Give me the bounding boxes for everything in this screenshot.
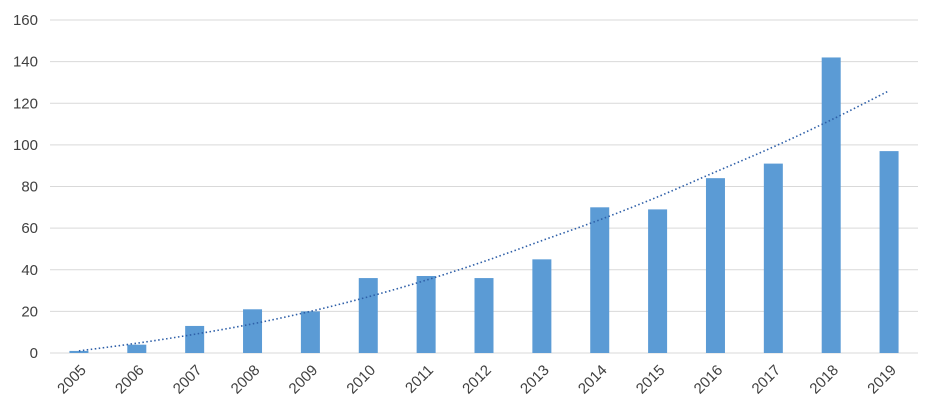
bar-2012	[474, 278, 494, 353]
bar-2017	[763, 163, 783, 353]
bar-2013	[532, 259, 552, 353]
y-tick-label: 100	[13, 137, 38, 154]
gridlines	[50, 19, 918, 354]
bar-2010	[358, 278, 378, 353]
y-tick-label: 120	[13, 95, 38, 112]
x-axis-ticks: 2005 2006 2007 2008 2009 2010 2011 2012 2013 2014…	[54, 362, 900, 398]
bar-2015	[648, 209, 668, 353]
y-axis-ticks: 0 20 40 60 80 100 120 140 160	[13, 12, 38, 362]
bar-2011	[416, 275, 436, 353]
bar-2016	[705, 178, 725, 353]
x-tick-label: 2007	[170, 362, 206, 398]
y-tick-label: 40	[21, 262, 38, 279]
x-tick-label: 2006	[112, 362, 148, 398]
x-tick-label: 2014	[575, 362, 611, 398]
bar-2005	[69, 350, 89, 353]
bar-2019	[879, 151, 899, 353]
x-tick-label: 2019	[864, 362, 900, 398]
y-tick-label: 160	[13, 12, 38, 29]
x-tick-label: 2012	[459, 362, 495, 398]
x-tick-label: 2009	[286, 362, 322, 398]
x-tick-label: 2013	[517, 362, 553, 398]
y-tick-label: 0	[30, 345, 38, 362]
y-tick-label: 80	[21, 179, 38, 196]
bar-2014	[590, 207, 610, 353]
x-tick-label: 2005	[54, 362, 90, 398]
y-tick-label: 140	[13, 54, 38, 71]
x-tick-label: 2008	[228, 362, 264, 398]
y-tick-label: 20	[21, 303, 38, 320]
bar-2018	[821, 57, 841, 354]
bar-2009	[300, 311, 320, 353]
bar-2008	[243, 309, 263, 353]
bar-2006	[127, 344, 147, 353]
x-tick-label: 2011	[402, 362, 437, 397]
bars	[69, 57, 899, 354]
x-tick-label: 2017	[749, 362, 785, 398]
x-tick-label: 2015	[633, 362, 669, 398]
x-tick-label: 2016	[691, 362, 727, 398]
y-tick-label: 60	[21, 220, 38, 237]
bar-2007	[185, 325, 205, 353]
x-tick-label: 2010	[343, 362, 379, 398]
x-tick-label: 2018	[806, 362, 842, 398]
